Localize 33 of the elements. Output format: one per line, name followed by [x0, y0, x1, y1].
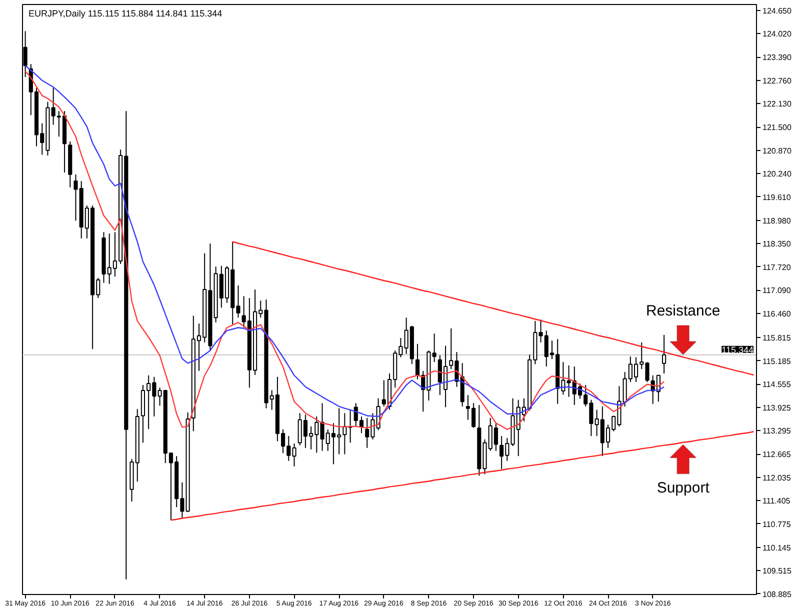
y-tick-label: 110.145 — [762, 543, 792, 552]
y-tick-label: 118.980 — [762, 216, 792, 226]
y-tick-label: 118.350 — [762, 240, 792, 249]
y-tick-label: 113.295 — [762, 426, 792, 436]
y-tick-label: 122.760 — [762, 76, 792, 86]
y-tick-label: 114.555 — [762, 380, 792, 390]
line-series — [170, 431, 754, 521]
chart-title: EURJPY,Daily 115.115 115.884 114.841 115.344 — [28, 8, 222, 18]
ref-line-label: 115.344 — [722, 344, 754, 355]
y-tick-label: 120.240 — [762, 170, 792, 179]
y-tick-label: 109.515 — [762, 566, 792, 576]
y-tick-label: 120.870 — [762, 146, 792, 156]
y-tick-label: 113.925 — [762, 403, 792, 412]
y-tick-label: 108.885 — [762, 590, 792, 599]
annotation: Support — [656, 480, 710, 497]
y-tick-label: 123.390 — [762, 53, 792, 62]
candlestick — [662, 334, 666, 374]
y-tick-label: 119.610 — [762, 192, 792, 202]
y-tick-label: 117.090 — [762, 286, 792, 296]
y-tick-label: 124.650 — [762, 6, 792, 16]
line-series — [232, 241, 754, 376]
y-tick-label: 117.720 — [762, 262, 792, 272]
y-tick-label: 122.130 — [762, 100, 792, 109]
y-tick-label: 124.020 — [762, 30, 792, 39]
y-tick-label: 111.405 — [762, 496, 791, 506]
y-tick-label: 115.815 — [762, 333, 792, 342]
y-tick-label: 112.665 — [762, 450, 792, 460]
y-tick-label: 116.460 — [762, 310, 792, 319]
y-tick-label: 121.500 — [762, 123, 792, 132]
annotation: Resistance — [646, 302, 720, 320]
y-tick-label: 115.185 — [762, 356, 792, 366]
y-tick-label: 110.775 — [762, 520, 792, 529]
y-tick-label: 112.035 — [762, 473, 792, 482]
